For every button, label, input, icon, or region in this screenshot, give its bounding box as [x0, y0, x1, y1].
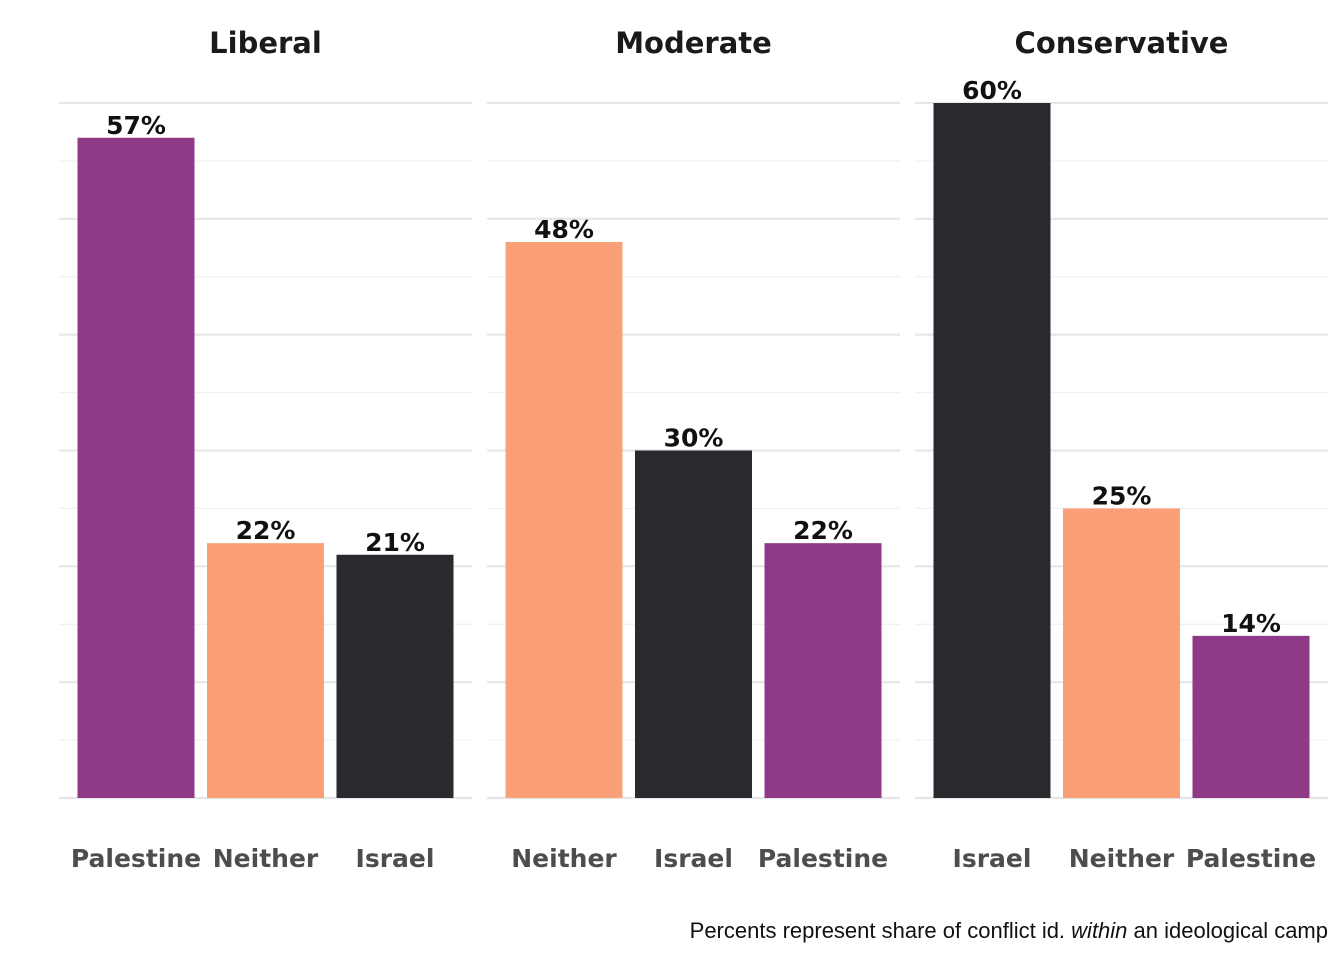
x-tick-label: Israel — [953, 844, 1032, 873]
data-label: 48% — [534, 215, 594, 244]
bar-israel — [933, 103, 1051, 798]
chart-caption: Percents represent share of conflict id.… — [690, 918, 1328, 944]
bar-neither — [505, 242, 623, 798]
data-label: 21% — [365, 528, 425, 557]
bar-israel — [635, 450, 752, 798]
x-tick-label: Israel — [654, 844, 733, 873]
x-tick-label: Israel — [356, 844, 435, 873]
caption-text-before: Percents represent share of conflict id. — [689, 918, 1072, 943]
x-tick-label: Neither — [1069, 844, 1175, 873]
data-label: 57% — [106, 111, 166, 140]
data-label: 60% — [962, 76, 1022, 105]
data-label: 22% — [793, 516, 853, 545]
panel-conservative: Conservative 60% Israel 25% Neither 14% Palest… — [915, 26, 1328, 873]
data-label: 25% — [1092, 481, 1152, 510]
x-tick-label: Palestine — [758, 844, 888, 873]
bar-neither — [207, 543, 324, 798]
panel-moderate: Moderate 48% Neither 30% Israel 22% Palestine — [487, 26, 900, 873]
data-label: 30% — [664, 424, 724, 453]
x-tick-label: Palestine — [1186, 844, 1316, 873]
x-tick-label: Neither — [511, 844, 617, 873]
panel-liberal: Liberal 57% Palestine 22% Neither 21% Israel — [59, 26, 472, 873]
data-label: 22% — [236, 516, 296, 545]
x-tick-label: Neither — [213, 844, 319, 873]
x-tick-label: Palestine — [71, 844, 201, 873]
bar-palestine — [77, 137, 195, 798]
data-label: 14% — [1221, 609, 1281, 638]
panel-title: Conservative — [1015, 26, 1229, 60]
bar-neither — [1063, 508, 1180, 798]
panel-title: Liberal — [209, 26, 322, 60]
caption-text-after: an ideological camp — [1127, 918, 1328, 943]
bar-palestine — [1192, 635, 1310, 798]
caption-emphasis: within — [1071, 918, 1128, 943]
panel-title: Moderate — [615, 26, 772, 60]
bar-israel — [336, 554, 454, 798]
bar-palestine — [764, 543, 882, 798]
